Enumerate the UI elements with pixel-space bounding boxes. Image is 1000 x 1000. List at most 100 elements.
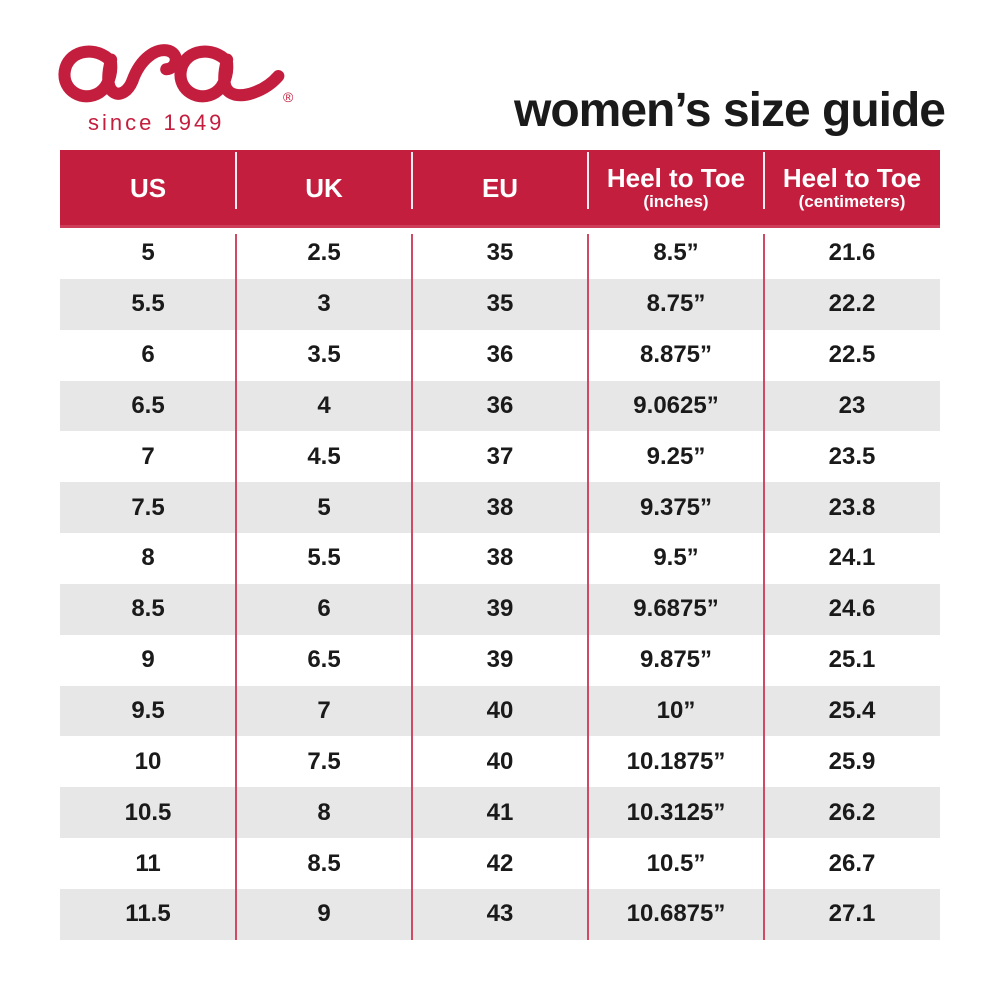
table-cell-uk-size: 4: [317, 391, 331, 419]
table-cell-uk-size: 7.5: [307, 747, 341, 775]
table-cell-uk-size: 5.5: [307, 544, 341, 572]
table-cell-us-size: 6: [141, 341, 155, 369]
column-header-us: US: [60, 150, 236, 225]
table-cell-eu-size: 35: [486, 239, 514, 267]
table-cell-uk-size: 6.5: [307, 646, 341, 674]
table-cell-uk-size: 7: [317, 697, 331, 725]
table-cell-heel-to-toe-inches: 9.375”: [639, 493, 713, 521]
table-cell-us-size: 10.5: [124, 798, 172, 826]
table-row: 5 2.5 35 8.5” 21.6: [60, 228, 940, 279]
table-row: 6 3.5 36 8.875” 22.5: [60, 329, 940, 381]
table-cell-heel-to-toe-inches: 8.875”: [639, 341, 713, 369]
table-cell-heel-to-toe-centimeters: 23.5: [828, 442, 876, 470]
column-divider: [763, 234, 765, 940]
table-cell-eu-size: 38: [486, 493, 514, 521]
table-cell-uk-size: 8: [317, 798, 331, 826]
table-cell-us-size: 5.5: [131, 290, 165, 318]
column-divider: [235, 234, 237, 940]
table-cell-us-size: 7.5: [131, 493, 165, 521]
table-body: 5 2.5 35 8.5” 21.6 5.5 3 35 8.75” 22.2 6…: [60, 228, 940, 940]
table-cell-heel-to-toe-centimeters: 24.6: [828, 595, 876, 623]
table-cell-uk-size: 3: [317, 290, 331, 318]
table-cell-uk-size: 8.5: [307, 849, 341, 877]
table-cell-heel-to-toe-centimeters: 21.6: [828, 239, 876, 267]
table-row: 11.5 9 43 10.6875” 27.1: [60, 888, 940, 940]
table-cell-eu-size: 41: [486, 798, 514, 826]
table-cell-uk-size: 6: [317, 595, 331, 623]
table-cell-heel-to-toe-centimeters: 23: [838, 391, 866, 419]
table-cell-heel-to-toe-inches: 10.6875”: [626, 900, 726, 928]
table-cell-us-size: 9: [141, 646, 155, 674]
page-title: women’s size guide: [514, 84, 946, 137]
table-cell-us-size: 5: [141, 239, 155, 267]
table-cell-us-size: 10: [134, 747, 162, 775]
table-cell-eu-size: 40: [486, 747, 514, 775]
table-cell-heel-to-toe-centimeters: 26.2: [828, 798, 876, 826]
table-cell-heel-to-toe-inches: 8.75”: [646, 290, 706, 318]
table-cell-uk-size: 2.5: [307, 239, 341, 267]
table-cell-eu-size: 37: [486, 442, 514, 470]
table-cell-heel-to-toe-inches: 10”: [656, 697, 696, 725]
table-cell-heel-to-toe-inches: 9.5”: [653, 544, 699, 572]
table-cell-heel-to-toe-centimeters: 22.5: [828, 341, 876, 369]
table-cell-eu-size: 38: [486, 544, 514, 572]
table-cell-heel-to-toe-centimeters: 27.1: [828, 900, 876, 928]
column-header-label: Heel to Toe: [782, 163, 922, 193]
table-cell-us-size: 7: [141, 442, 155, 470]
column-header-eu: EU: [411, 150, 588, 225]
table-cell-uk-size: 3.5: [307, 341, 341, 369]
column-divider: [411, 234, 413, 940]
column-header-label: US: [129, 172, 167, 203]
registered-trademark-icon: ®: [283, 89, 294, 105]
table-cell-heel-to-toe-inches: 10.1875”: [626, 747, 726, 775]
table-row: 8 5.5 38 9.5” 24.1: [60, 533, 940, 584]
table-cell-heel-to-toe-inches: 10.5”: [646, 849, 706, 877]
table-cell-eu-size: 35: [486, 290, 514, 318]
table-row: 6.5 4 36 9.0625” 23: [60, 380, 940, 432]
table-cell-heel-to-toe-inches: 9.25”: [646, 442, 706, 470]
column-header-sublabel: (centimeters): [798, 192, 906, 211]
column-divider: [587, 234, 589, 940]
table-row: 7.5 5 38 9.375” 23.8: [60, 482, 940, 534]
table-cell-uk-size: 9: [317, 900, 331, 928]
table-row: 10.5 8 41 10.3125” 26.2: [60, 787, 940, 839]
table-cell-eu-size: 39: [486, 595, 514, 623]
ara-script-logo-icon: [58, 44, 285, 103]
table-cell-heel-to-toe-centimeters: 24.1: [828, 544, 876, 572]
table-cell-us-size: 11.5: [125, 900, 171, 928]
table-row: 8.5 6 39 9.6875” 24.6: [60, 583, 940, 635]
table-cell-heel-to-toe-centimeters: 23.8: [828, 493, 876, 521]
table-cell-heel-to-toe-inches: 10.3125”: [626, 798, 726, 826]
table-row: 9.5 7 40 10” 25.4: [60, 685, 940, 737]
table-cell-heel-to-toe-inches: 9.875”: [639, 646, 713, 674]
table-cell-heel-to-toe-inches: 8.5”: [653, 239, 699, 267]
table-cell-eu-size: 40: [486, 697, 514, 725]
table-cell-heel-to-toe-centimeters: 25.1: [828, 646, 876, 674]
table-cell-heel-to-toe-inches: 9.6875”: [633, 595, 719, 623]
table-cell-uk-size: 4.5: [307, 442, 341, 470]
table-cell-us-size: 8.5: [131, 595, 165, 623]
size-table: US UK EU Heel to Toe (inches) Heel to To…: [60, 150, 940, 940]
table-header-row: US UK EU Heel to Toe (inches) Heel to To…: [60, 150, 940, 228]
column-header-heel-to-toe-centimeters: Heel to Toe (centimeters): [763, 150, 940, 225]
table-cell-heel-to-toe-inches: 9.0625”: [633, 391, 719, 419]
table-cell-us-size: 6.5: [131, 391, 165, 419]
table-row: 7 4.5 37 9.25” 23.5: [60, 431, 940, 483]
table-cell-heel-to-toe-centimeters: 25.9: [828, 747, 876, 775]
table-cell-us-size: 11: [135, 849, 161, 877]
table-cell-us-size: 9.5: [131, 697, 165, 725]
column-header-label: UK: [305, 172, 343, 203]
table-row: 11 8.5 42 10.5” 26.7: [60, 838, 940, 889]
table-cell-eu-size: 42: [486, 849, 514, 877]
table-row: 10 7.5 40 10.1875” 25.9: [60, 736, 940, 788]
table-cell-heel-to-toe-centimeters: 22.2: [828, 290, 876, 318]
column-header-uk: UK: [235, 150, 412, 225]
column-header-heel-to-toe-inches: Heel to Toe (inches): [587, 150, 764, 225]
table-cell-us-size: 8: [141, 544, 155, 572]
table-cell-eu-size: 36: [486, 391, 514, 419]
column-header-label: EU: [481, 172, 519, 203]
column-header-sublabel: (inches): [643, 192, 709, 211]
table-row: 5.5 3 35 8.75” 22.2: [60, 278, 940, 330]
column-header-label: Heel to Toe: [606, 163, 746, 193]
